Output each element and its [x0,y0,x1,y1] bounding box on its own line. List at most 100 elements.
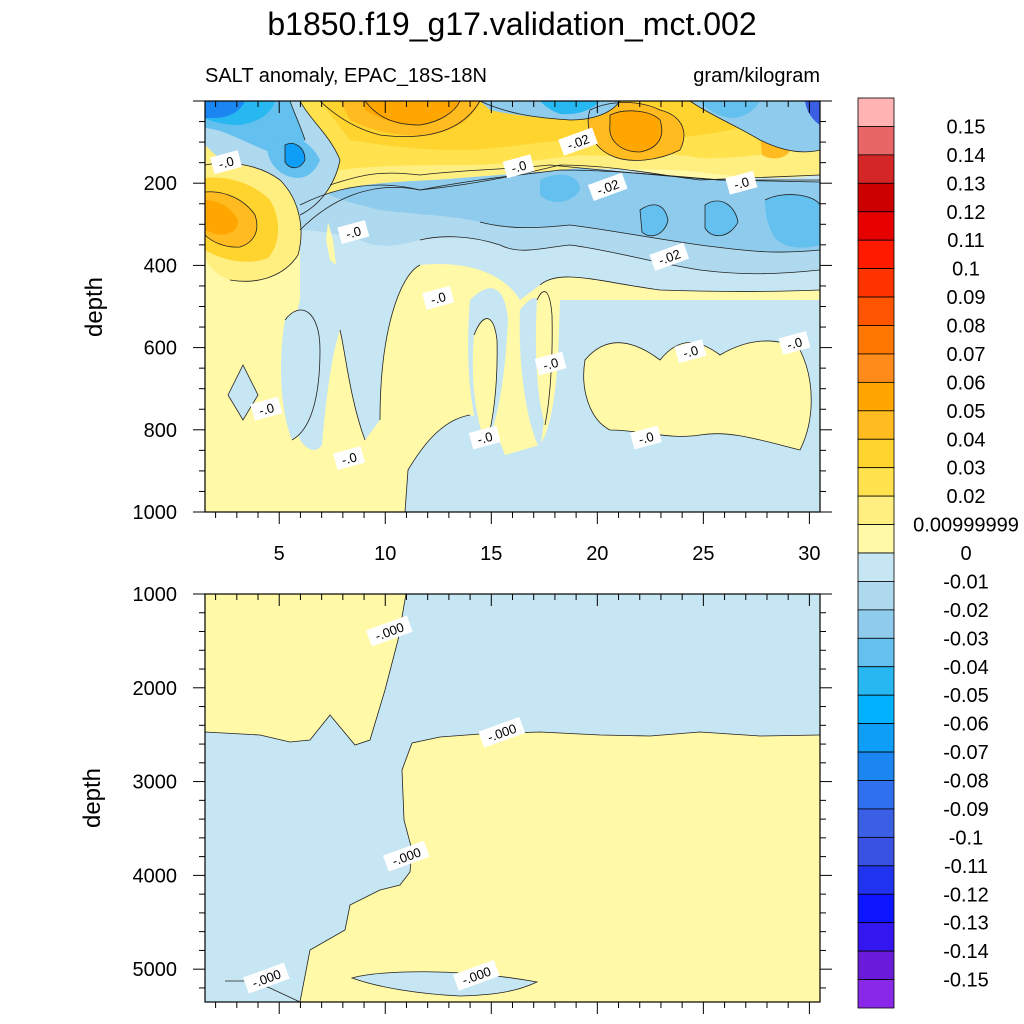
contour-label-text: -.0 [429,289,448,307]
contour-line [479,221,820,253]
contour-label-text: -.0 [541,355,560,373]
colorbar-level-label: -0.06 [943,714,989,736]
colorbar-swatch [857,410,895,440]
contour-line [404,414,471,512]
colorbar-level-label: 0.06 [947,372,986,394]
colorbar-level-label: 0.11 [947,230,984,252]
colorbar-swatch [857,239,895,270]
x-tick-label: 25 [692,543,714,565]
contour-fill-region [205,594,406,745]
contour-label-text: -.02 [595,176,621,198]
colorbar-level-label: -0.05 [943,685,989,707]
colorbar-swatch [857,211,895,241]
colorbar-level-label: -0.04 [943,657,989,679]
contour-fill-region [805,101,820,125]
colorbar-level-label: -0.12 [943,884,989,906]
contour-line [587,102,685,161]
y-tick-label: 3000 [133,772,178,794]
y-tick-label: 4000 [133,865,178,887]
y-tick-label: 600 [144,338,177,360]
contour-fill-region [765,194,820,248]
colorbar-level-label: -0.03 [943,628,989,650]
colorbar-swatch [857,950,895,980]
contour-label: -.0 [778,331,811,355]
contour-label-text: -.02 [565,131,591,153]
colorbar-swatch [857,467,895,497]
colorbar-level-label: -0.01 [943,571,989,593]
colorbar-swatch [857,154,895,184]
colorbar-swatch [857,609,895,639]
contour-line [284,143,306,169]
contour-label: -.02 [587,172,628,201]
contour-line [284,309,321,441]
colorbar-level-label: 0.1 [952,259,980,281]
colorbar-swatch [857,751,895,781]
y-tick-label: 1000 [133,584,178,606]
colorbar-swatch [857,723,895,753]
contour-line [583,340,812,451]
contour-line [764,194,820,206]
y-tick-label: 200 [144,173,177,195]
contour-fill-region [640,204,668,236]
y-tick-label: 400 [144,255,177,277]
colorbar-level-label: 0.07 [947,344,986,366]
x-tick-label: 5 [274,543,285,565]
contour-line [205,162,302,282]
colorbar-swatch [857,495,895,525]
y-axis-title-upper: depth [81,277,108,337]
colorbar-level-label: 0.09 [947,287,986,309]
contour-label: -.0 [674,339,707,364]
colorbar-swatch [857,637,895,668]
lower-depth-panel: 10002000300040005000-.000-.000-.000-.000… [133,584,832,1014]
contour-fill-region [540,174,580,202]
colorbar-level-label: 0.03 [947,458,986,480]
chart-subtitle-units: gram/kilogram [693,65,820,87]
contour-line [299,731,820,1002]
contour-label-text: -.0 [257,400,276,418]
contour-label: -.0 [210,150,243,175]
contour-fill-region [228,365,258,420]
colorbar-level-label: 0.02 [947,486,986,508]
contour-line [299,164,820,231]
contour-fill-region [285,143,305,168]
y-tick-label: 2000 [133,678,178,700]
contour-label-text: -.0 [217,153,236,171]
contour-fill-region [700,101,760,118]
x-axis-tick-labels: 5 10 15 20 25 30 [274,543,821,565]
colorbar-level-label: -0.02 [943,600,989,622]
chart-subtitle-left: SALT anomaly, EPAC_18S-18N [205,65,487,87]
colorbar-level-label: 0.08 [947,316,986,338]
x-tick-label: 10 [374,543,396,565]
contour-line [379,264,421,421]
colorbar-swatch [857,97,895,127]
colorbar-swatch [857,694,895,725]
colorbar-swatch [857,296,895,326]
contour-label-text: -.0 [637,429,656,447]
contour-line [536,291,553,426]
colorbar-level-label: 0 [960,543,971,565]
contour-line [227,364,259,421]
colorbar-swatch [857,126,895,156]
contour-label: -.0 [422,285,455,310]
y-axis-title-lower: depth [79,768,106,828]
colorbar: 0.15 0.14 0.13 0.12 0.11 0.1 0.09 0.08 0.07 0.06 0… [857,97,1019,1009]
colorbar-swatch [857,438,895,469]
colorbar-swatch [857,268,895,298]
colorbar-level-label: -0.14 [943,941,989,963]
contour-label: -.0 [333,446,366,470]
contour-line [205,191,258,248]
contour-label: -.0 [337,220,370,244]
contour-fill-region [205,200,238,235]
lower-contour-fills [205,594,820,1002]
y-tick-label: 800 [144,420,177,442]
contour-line [350,971,539,997]
colorbar-level-label: 0.12 [947,202,986,224]
colorbar-swatch [857,893,895,924]
contour-fill-region [326,222,336,265]
contour-line [299,169,820,206]
colorbar-level-label: -0.09 [943,799,989,821]
contour-line [539,276,820,292]
contour-label: -.0 [468,425,501,450]
colorbar-level-label: -0.15 [943,970,989,992]
